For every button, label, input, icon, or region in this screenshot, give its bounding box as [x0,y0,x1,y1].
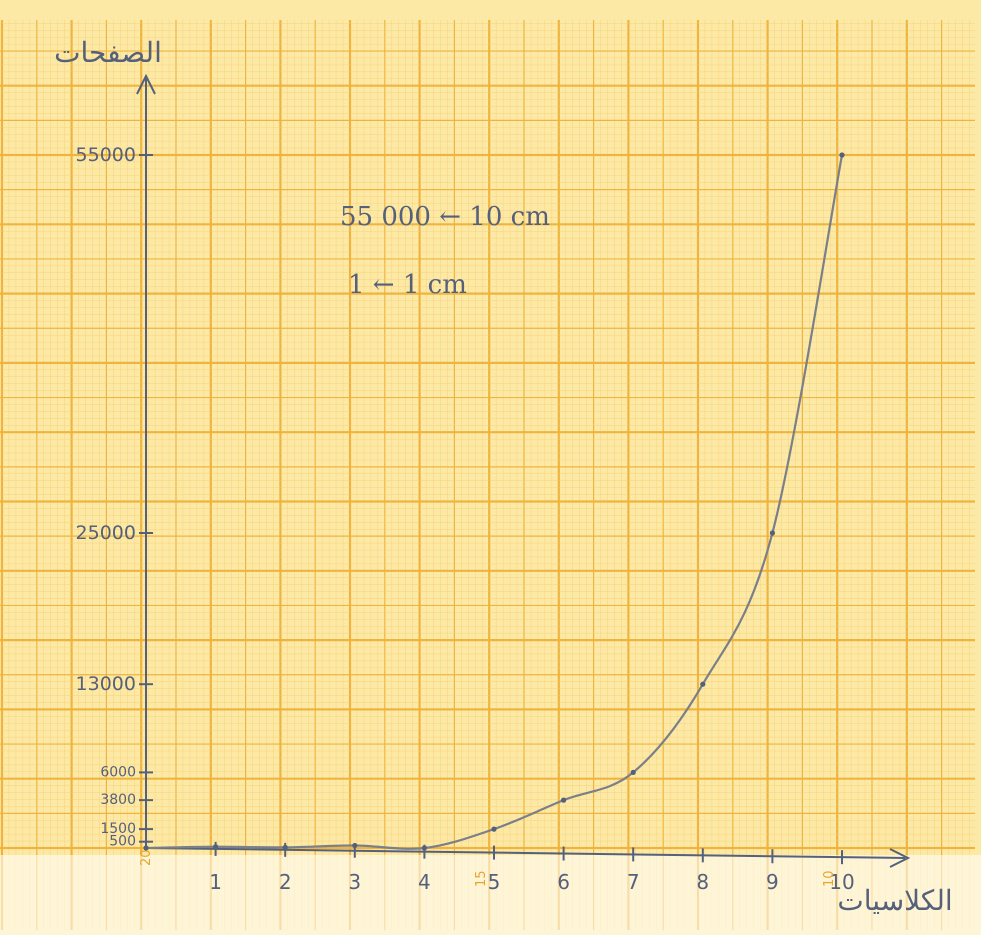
annotation-scale-y: 55 000 ← 10 cm [340,202,550,232]
y-tick-label: 1500 [100,821,136,837]
data-point [421,845,427,851]
y-axis-title: الصفحات [54,36,162,69]
data-point [282,844,288,850]
y-tick-label: 25000 [76,522,136,544]
grid [0,20,981,935]
data-point [769,530,776,536]
paper-bottom-margin [0,855,981,935]
paper-mark-10: 10 [822,870,837,887]
x-tick-label: 10 [829,870,854,894]
x-tick-label: 4 [418,870,431,894]
y-axis-arrow [136,73,156,95]
annotation-scale-x: 1 ← 1 cm [348,270,467,300]
x-tick-label: 2 [279,870,292,894]
data-point [839,152,845,158]
data-point [561,797,567,803]
x-tick-label: 8 [696,870,709,894]
data-point [143,845,149,851]
x-tick-label: 6 [557,870,570,894]
axes [136,73,911,868]
x-tick-label: 9 [766,870,779,894]
x-tick-label: 3 [348,870,361,894]
data-point [630,769,636,776]
y-tick-label: 13000 [76,673,136,695]
x-axis-arrow [889,848,911,868]
data-point [700,681,706,687]
y-tick-label: 55000 [76,144,136,166]
data-point [352,842,358,849]
x-axis-title: الكلاسيات [837,884,952,917]
y-tick-label: 500 [109,834,136,850]
y-tick-label: 6000 [100,764,136,780]
curve-group [143,152,845,851]
x-axis-line [145,847,906,859]
data-point [213,844,219,850]
data-point [491,826,497,832]
paper-mark-15: 15 [474,870,489,887]
y-tick-label: 3800 [100,792,136,808]
x-tick-label: 5 [488,870,501,894]
x-tick-label: 1 [209,870,222,894]
x-tick-label: 7 [627,870,640,894]
paper-mark-20: 20 [139,849,154,866]
